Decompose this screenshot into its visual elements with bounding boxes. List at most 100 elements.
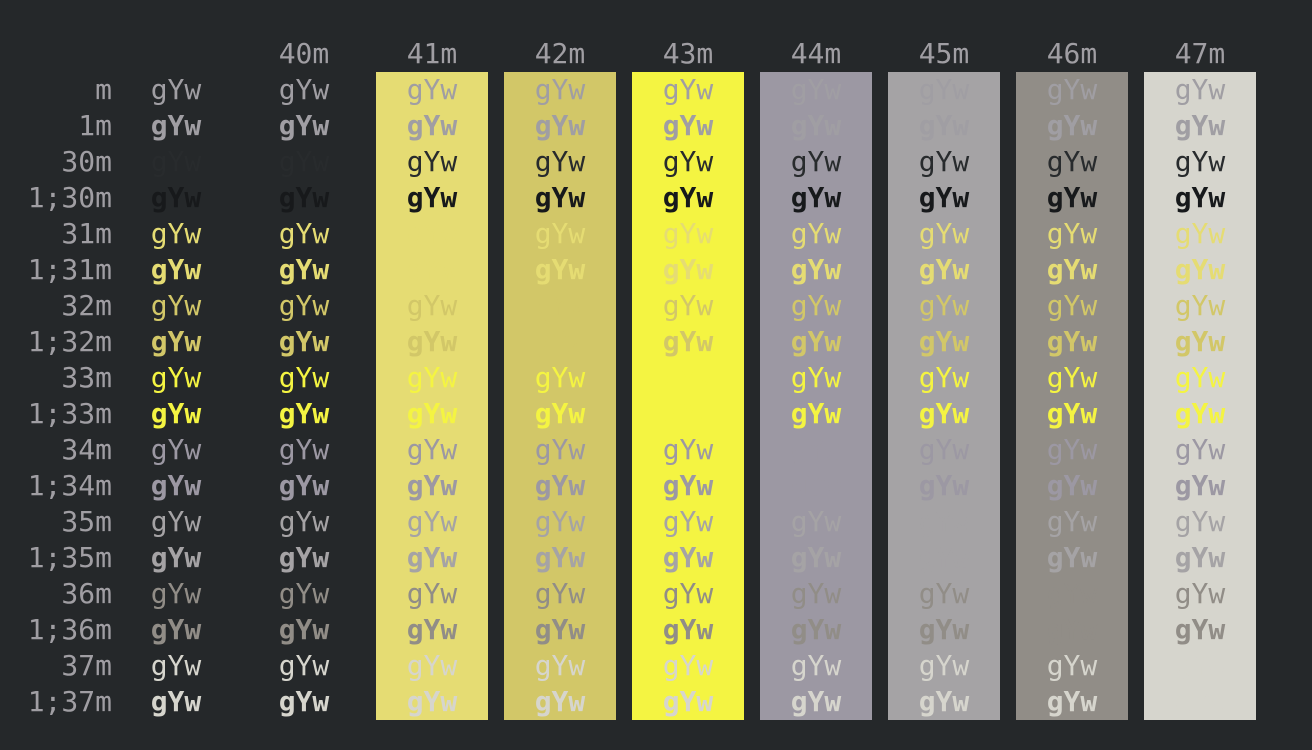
grid-cell: gYw — [1008, 684, 1136, 720]
grid-cell: gYw — [150, 397, 202, 430]
grid-cell: gYw — [368, 324, 496, 360]
grid-cell: gYw — [496, 108, 624, 144]
grid-cell: gYw — [1008, 360, 1136, 396]
grid-cell: gYw — [1136, 576, 1264, 612]
row-label: 35m — [61, 505, 112, 538]
grid-cell: gYw — [368, 612, 496, 648]
row-label: 34m — [61, 433, 112, 466]
grid-cell: gYw — [880, 468, 1008, 504]
row-label: 1;36m — [27, 613, 112, 646]
grid-cell: gYw — [150, 541, 202, 574]
grid-cell: gYw — [278, 577, 330, 610]
grid-cell: gYw — [150, 433, 202, 466]
grid-cell: gYw — [624, 684, 752, 720]
grid-cell: gYw — [150, 649, 202, 682]
column-header-40m: 40m — [278, 37, 330, 70]
grid-cell: gYw — [752, 576, 880, 612]
grid-cell: gYw — [752, 612, 880, 648]
grid-cell: gYw — [1008, 72, 1136, 108]
grid-cell: gYw — [496, 468, 624, 504]
grid-cell: gYw — [368, 540, 496, 576]
color-row-33m: 33m gYw gYw gYw gYw gYw gYw gYw gYw gYw — [0, 360, 1312, 396]
grid-cell: gYw — [624, 288, 752, 324]
grid-cell: gYw — [752, 432, 880, 468]
color-row-37m: 37m gYw gYw gYw gYw gYw gYw gYw gYw gYw — [0, 648, 1312, 684]
grid-cell: gYw — [1136, 612, 1264, 648]
color-row-32m: 32m gYw gYw gYw gYw gYw gYw gYw gYw gYw — [0, 288, 1312, 324]
grid-cell: gYw — [752, 108, 880, 144]
grid-cell: gYw — [150, 109, 202, 142]
row-label: 1;30m — [27, 181, 112, 214]
grid-cell: gYw — [496, 684, 624, 720]
grid-cell: gYw — [752, 324, 880, 360]
grid-cell: gYw — [150, 289, 202, 322]
grid-cell: gYw — [368, 648, 496, 684]
row-label: 33m — [61, 361, 112, 394]
row-label: m — [95, 73, 112, 106]
grid-cell: gYw — [624, 432, 752, 468]
grid-cell: gYw — [368, 684, 496, 720]
column-header-42m: 42m — [534, 37, 586, 70]
grid-cell: gYw — [368, 108, 496, 144]
grid-cell: gYw — [752, 216, 880, 252]
grid-cell: gYw — [880, 648, 1008, 684]
grid-cell: gYw — [1008, 432, 1136, 468]
grid-cell: gYw — [278, 181, 330, 214]
color-row-1-31m: 1;31m gYw gYw gYw gYw gYw gYw gYw gYw gYw — [0, 252, 1312, 288]
grid-cell: gYw — [1136, 432, 1264, 468]
column-header-41m: 41m — [406, 37, 458, 70]
grid-cell: gYw — [150, 505, 202, 538]
column-header-46m: 46m — [1046, 37, 1098, 70]
column-header-43m: 43m — [662, 37, 714, 70]
grid-cell: gYw — [624, 612, 752, 648]
grid-cell: gYw — [150, 217, 202, 250]
color-row-1-34m: 1;34m gYw gYw gYw gYw gYw gYw gYw gYw gYw — [0, 468, 1312, 504]
grid-cell: gYw — [496, 72, 624, 108]
color-row-1-32m: 1;32m gYw gYw gYw gYw gYw gYw gYw gYw gYw — [0, 324, 1312, 360]
grid-cell: gYw — [368, 180, 496, 216]
header-spacer — [0, 36, 112, 72]
row-label: 1;34m — [27, 469, 112, 502]
row-label: 1;35m — [27, 541, 112, 574]
grid-cell: gYw — [624, 504, 752, 540]
color-row-1-33m: 1;33m gYw gYw gYw gYw gYw gYw gYw gYw gYw — [0, 396, 1312, 432]
grid-cell: gYw — [624, 324, 752, 360]
grid-cell: gYw — [624, 576, 752, 612]
grid-cell: gYw — [1136, 72, 1264, 108]
grid-cell: gYw — [752, 180, 880, 216]
grid-cell: gYw — [624, 468, 752, 504]
column-header-44m: 44m — [790, 37, 842, 70]
color-row-1-37m: 1;37m gYw gYw gYw gYw gYw gYw gYw gYw gYw — [0, 684, 1312, 720]
row-label: 1;31m — [27, 253, 112, 286]
grid-cell: gYw — [496, 396, 624, 432]
grid-cell: gYw — [278, 433, 330, 466]
grid-cell: gYw — [1008, 468, 1136, 504]
grid-cell: gYw — [1008, 396, 1136, 432]
header-row: 40m 41m 42m 43m 44m 45m 46m 47m — [0, 36, 1312, 72]
color-row-31m: 31m gYw gYw gYw gYw gYw gYw gYw gYw gYw — [0, 216, 1312, 252]
grid-cell: gYw — [496, 432, 624, 468]
grid-cell: gYw — [1136, 468, 1264, 504]
grid-cell: gYw — [880, 144, 1008, 180]
grid-cell: gYw — [1136, 324, 1264, 360]
grid-cell: gYw — [496, 360, 624, 396]
grid-cell: gYw — [1008, 324, 1136, 360]
color-row-34m: 34m gYw gYw gYw gYw gYw gYw gYw gYw gYw — [0, 432, 1312, 468]
row-label: 1m — [78, 109, 112, 142]
grid-cell: gYw — [278, 145, 330, 178]
grid-cell: gYw — [1008, 252, 1136, 288]
grid-cell: gYw — [624, 540, 752, 576]
grid-cell: gYw — [150, 577, 202, 610]
grid-cell: gYw — [496, 252, 624, 288]
grid-cell: gYw — [1136, 684, 1264, 720]
grid-cell: gYw — [278, 253, 330, 286]
grid-cell: gYw — [278, 217, 330, 250]
grid-cell: gYw — [1136, 540, 1264, 576]
grid-cell: gYw — [624, 72, 752, 108]
grid-cell: gYw — [278, 613, 330, 646]
grid-cell: gYw — [368, 468, 496, 504]
grid-cell: gYw — [150, 469, 202, 502]
grid-cell: gYw — [150, 361, 202, 394]
grid-cell: gYw — [150, 181, 202, 214]
grid-cell: gYw — [278, 325, 330, 358]
